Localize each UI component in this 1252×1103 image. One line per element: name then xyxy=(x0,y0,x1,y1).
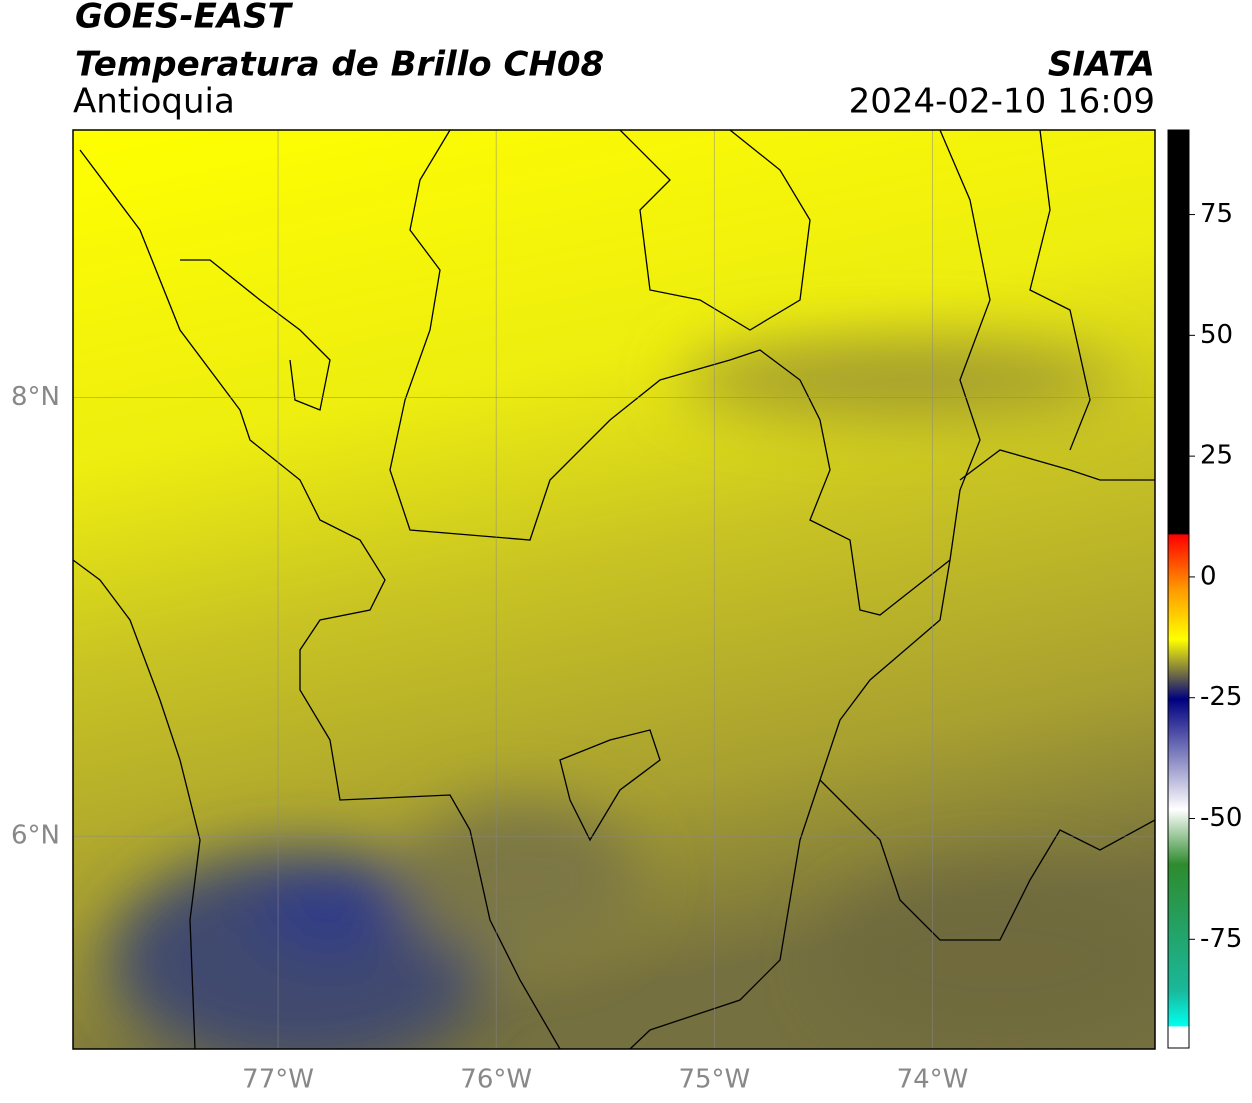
colorbar-tick-label: -25 xyxy=(1200,682,1242,712)
source: GOES-EAST xyxy=(75,0,294,37)
lon-tick-label: 77°W xyxy=(242,1065,314,1095)
colorbar-tick-label: -75 xyxy=(1200,924,1242,954)
map-image xyxy=(73,130,1155,1049)
lon-tick-label: 74°W xyxy=(897,1065,969,1095)
grid xyxy=(73,130,1155,1049)
timestamp: 2024-02-10 16:09 xyxy=(849,82,1155,122)
colorbar-tick-label: 25 xyxy=(1200,441,1233,471)
title: Temperatura de Brillo CH08 xyxy=(75,45,604,85)
colorbar-tick-label: -50 xyxy=(1200,803,1242,833)
colorbar-tick-label: 50 xyxy=(1200,320,1233,350)
map-frame xyxy=(72,129,1156,1050)
region: Antioquia xyxy=(73,82,235,122)
colorbar-tick-label: 0 xyxy=(1200,561,1217,591)
colorbar-tick-label: 75 xyxy=(1200,199,1233,229)
lat-tick-label: 6°N xyxy=(11,821,60,851)
lon-tick-label: 76°W xyxy=(460,1065,532,1095)
borders xyxy=(73,130,1155,1049)
lon-tick-label: 75°W xyxy=(678,1065,750,1095)
agency: SIATA xyxy=(1048,45,1155,85)
colorbar xyxy=(1167,129,1190,1049)
lat-tick-label: 8°N xyxy=(11,382,60,412)
